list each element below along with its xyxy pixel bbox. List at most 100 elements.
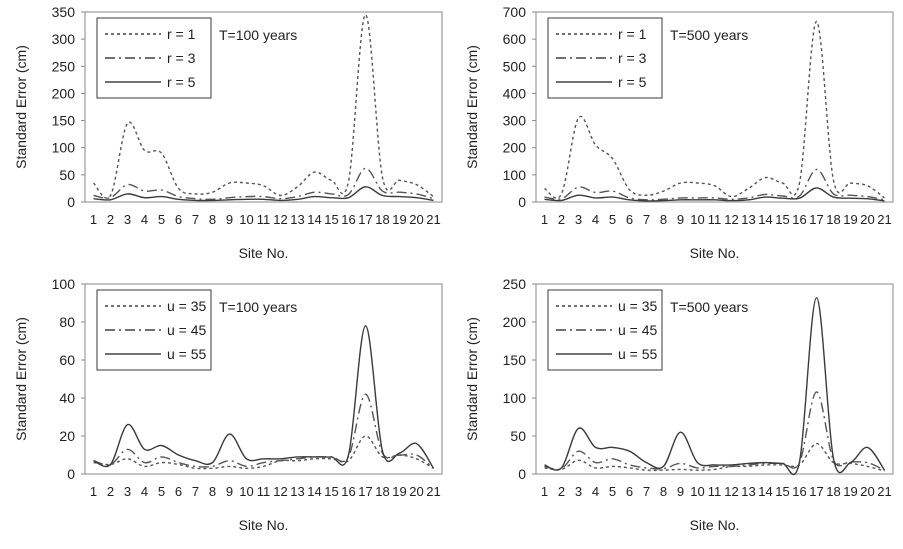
- y-tick-label: 0: [67, 194, 75, 210]
- y-tick-label: 0: [67, 466, 75, 482]
- x-tick-label: 3: [575, 484, 582, 499]
- x-tick-label: 12: [724, 212, 738, 227]
- legend-label: r = 3: [618, 50, 647, 66]
- y-tick-label: 100: [503, 167, 527, 183]
- x-tick-label: 14: [758, 212, 772, 227]
- x-tick-label: 14: [307, 484, 321, 499]
- series-line: [544, 20, 885, 199]
- x-tick-label: 2: [558, 212, 565, 227]
- legend-label: u = 45: [618, 322, 658, 338]
- y-tick-label: 200: [503, 140, 527, 156]
- x-tick-label: 1: [541, 212, 548, 227]
- x-tick-label: 1: [90, 212, 97, 227]
- y-tick-label: 50: [59, 167, 75, 183]
- x-tick-label: 11: [257, 212, 271, 227]
- x-tick-label: 13: [741, 484, 755, 499]
- legend-label: u = 35: [618, 298, 658, 314]
- x-tick-label: 15: [324, 212, 338, 227]
- x-tick-label: 18: [826, 484, 840, 499]
- x-tick-label: 3: [575, 212, 582, 227]
- x-tick-label: 6: [175, 484, 182, 499]
- chart-annotation: T=500 years: [670, 27, 748, 43]
- x-tick-label: 4: [141, 212, 148, 227]
- legend-label: r = 1: [618, 26, 647, 42]
- chart-panel-top-left: 0 50 100 150 200 250 300 350 1 2 3 4 5 6 7 8 9 10 11 12 13 14…: [0, 0, 451, 272]
- y-tick-label: 250: [52, 58, 76, 74]
- x-tick-label: 17: [809, 212, 823, 227]
- y-tick-label: 400: [503, 85, 527, 101]
- x-tick-label: 18: [375, 212, 389, 227]
- x-tick-label: 4: [592, 212, 599, 227]
- x-tick-label: 20: [409, 212, 423, 227]
- x-axis-title: Site No.: [690, 517, 740, 533]
- x-tick-label: 8: [209, 212, 216, 227]
- series-line: [544, 168, 885, 201]
- x-tick-label: 13: [741, 212, 755, 227]
- legend-label: u = 35: [167, 298, 207, 314]
- legend-label: r = 5: [618, 74, 647, 90]
- x-tick-label: 6: [626, 212, 633, 227]
- y-tick-label: 700: [503, 4, 527, 20]
- legend-label: r = 3: [167, 50, 196, 66]
- plot-frame: [84, 283, 443, 475]
- series-line: [93, 167, 434, 201]
- x-tick-label: 17: [358, 484, 372, 499]
- y-tick-label: 50: [510, 428, 526, 444]
- x-tick-label: 3: [124, 212, 131, 227]
- x-tick-label: 15: [775, 484, 789, 499]
- plot-frame: [535, 11, 894, 203]
- y-tick-label: 300: [52, 31, 76, 47]
- y-tick-label: 0: [518, 194, 526, 210]
- x-tick-label: 9: [677, 212, 684, 227]
- chart-panel-bottom-left: 0 20 40 60 80 100 1 2 3 4 5 6 7 8 9 10 11 12 13 14 15 16 17 18 1…: [0, 272, 451, 544]
- y-tick-label: 350: [52, 4, 76, 20]
- x-tick-label: 9: [677, 484, 684, 499]
- x-tick-label: 21: [426, 212, 440, 227]
- x-tick-label: 5: [609, 212, 616, 227]
- plot-frame: [84, 11, 443, 203]
- x-tick-label: 2: [107, 484, 114, 499]
- x-tick-label: 19: [843, 484, 857, 499]
- x-tick-label: 14: [758, 484, 772, 499]
- x-tick-label: 3: [124, 484, 131, 499]
- x-tick-label: 19: [392, 484, 406, 499]
- y-tick-label: 200: [52, 85, 76, 101]
- chart-annotation: T=100 years: [219, 299, 297, 315]
- legend-label: u = 55: [618, 346, 658, 362]
- y-tick-label: 250: [503, 276, 527, 292]
- y-tick-label: 100: [503, 390, 527, 406]
- x-tick-label: 21: [877, 212, 891, 227]
- x-tick-label: 16: [341, 212, 355, 227]
- x-tick-label: 1: [90, 484, 97, 499]
- x-tick-label: 7: [643, 212, 650, 227]
- x-tick-label: 15: [775, 212, 789, 227]
- x-tick-label: 5: [158, 484, 165, 499]
- x-tick-label: 6: [175, 212, 182, 227]
- series-line: [544, 442, 885, 472]
- x-tick-label: 7: [192, 212, 199, 227]
- legend-label: r = 5: [167, 74, 196, 90]
- series-line: [93, 186, 434, 202]
- x-tick-label: 19: [843, 212, 857, 227]
- x-tick-label: 2: [558, 484, 565, 499]
- x-tick-label: 5: [158, 212, 165, 227]
- y-tick-label: 600: [503, 31, 527, 47]
- y-tick-label: 100: [52, 276, 76, 292]
- x-tick-label: 20: [860, 484, 874, 499]
- y-tick-label: 100: [52, 140, 76, 156]
- x-tick-label: 11: [708, 212, 722, 227]
- x-tick-label: 20: [409, 484, 423, 499]
- series-line: [93, 393, 434, 469]
- y-tick-label: 0: [518, 466, 526, 482]
- x-tick-label: 15: [324, 484, 338, 499]
- y-tick-label: 150: [503, 352, 527, 368]
- x-tick-label: 18: [826, 212, 840, 227]
- x-tick-label: 1: [541, 484, 548, 499]
- y-tick-label: 60: [59, 352, 75, 368]
- x-tick-label: 11: [708, 484, 722, 499]
- legend-label: u = 55: [167, 346, 207, 362]
